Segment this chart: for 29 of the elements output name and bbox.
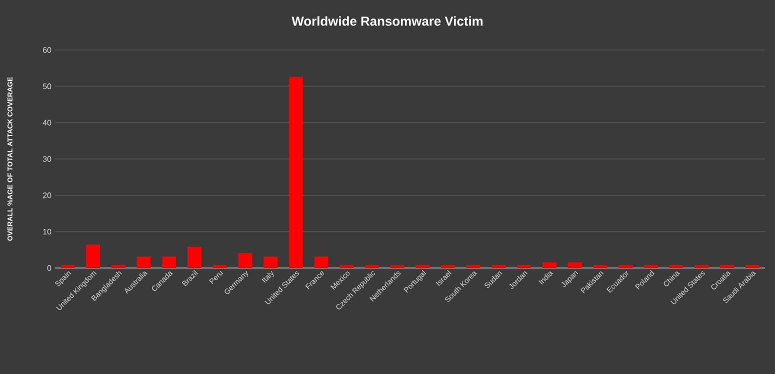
bar <box>568 262 582 268</box>
bar <box>288 76 303 268</box>
bar <box>644 265 658 268</box>
bar <box>187 246 202 268</box>
bar <box>618 265 633 268</box>
bar <box>720 265 734 268</box>
bar <box>136 256 151 268</box>
bar <box>492 265 506 268</box>
bar <box>694 265 709 268</box>
bar <box>86 244 100 268</box>
bar <box>60 265 75 268</box>
bar <box>264 256 278 268</box>
bar <box>238 253 252 268</box>
bar <box>441 265 456 268</box>
bar <box>390 265 404 268</box>
bar <box>340 265 354 268</box>
bar <box>593 265 608 268</box>
bar <box>111 265 126 268</box>
bar <box>669 265 684 268</box>
bar <box>745 265 760 268</box>
bar <box>466 265 480 268</box>
bar <box>162 256 176 268</box>
bar <box>517 265 532 268</box>
bar <box>416 265 430 268</box>
bar <box>542 262 556 268</box>
chart-title: Worldwide Ransomware Victim <box>292 16 483 26</box>
bar <box>314 256 328 268</box>
bar <box>364 265 379 268</box>
bar <box>212 265 227 268</box>
